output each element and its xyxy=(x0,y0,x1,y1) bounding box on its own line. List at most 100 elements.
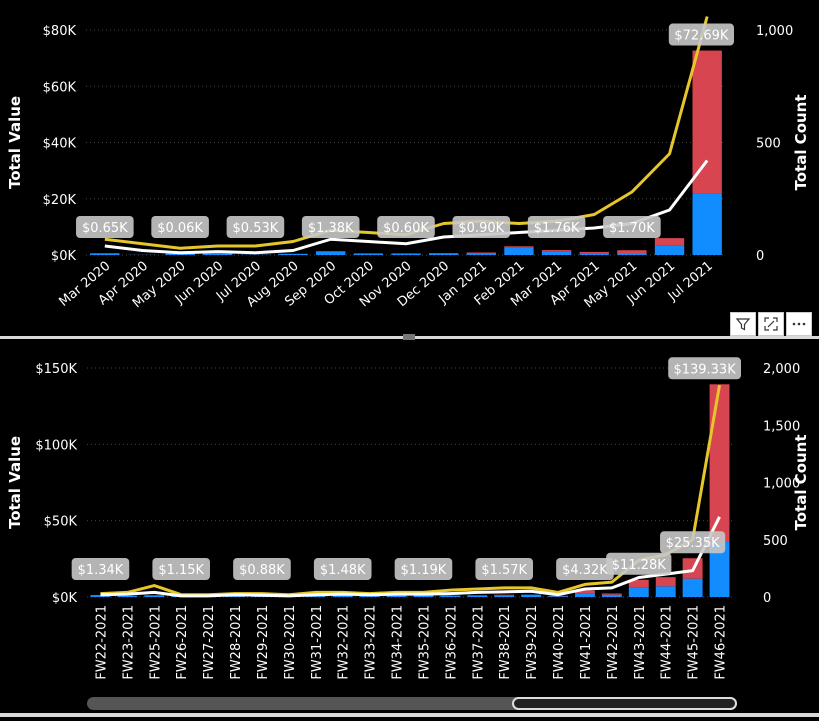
data-label: $0.06K xyxy=(157,221,203,236)
y2-tick-label: 2,000 xyxy=(763,362,800,377)
bar-segment-blue xyxy=(440,596,460,597)
x-tick-label: FW39-2021 xyxy=(525,605,540,680)
x-tick-label: FW33-2021 xyxy=(364,605,379,680)
x-tick-label: FW28-2021 xyxy=(229,605,244,680)
data-label: $4.32K xyxy=(562,563,608,578)
bar-segment-blue xyxy=(387,596,407,597)
y2-tick-label: 1,000 xyxy=(756,24,793,39)
bar-segment-blue xyxy=(278,254,307,255)
focus-mode-icon[interactable] xyxy=(758,312,784,336)
bar-segment-blue xyxy=(429,254,458,255)
data-label: $1.76K xyxy=(534,221,580,236)
bar-segment-red xyxy=(655,238,684,245)
x-tick-label: FW41-2021 xyxy=(579,605,594,680)
data-label: $0.53K xyxy=(233,221,279,236)
x-tick-label: FW46-2021 xyxy=(714,605,729,680)
bar-segment-blue xyxy=(580,253,609,255)
bar-segment-red xyxy=(542,250,571,251)
y-axis-title: Total Value xyxy=(6,436,24,529)
x-tick-label: FW30-2021 xyxy=(283,605,298,680)
bar-segment-blue xyxy=(504,247,533,255)
data-label: $0.65K xyxy=(82,221,128,236)
count-line-white xyxy=(105,161,707,253)
x-tick-label: FW22-2021 xyxy=(94,605,109,680)
bar-segment-blue xyxy=(117,596,137,597)
x-tick-label: FW38-2021 xyxy=(498,605,513,680)
x-tick-label: FW32-2021 xyxy=(337,605,352,680)
data-label: $1.34K xyxy=(78,563,124,578)
bar-segment-blue xyxy=(655,245,684,255)
y-tick-label: $50K xyxy=(44,515,78,530)
data-label: $1.38K xyxy=(308,221,354,236)
data-label: $1.19K xyxy=(401,563,447,578)
bar-segment-blue xyxy=(542,251,571,255)
y2-axis-title: Total Count xyxy=(792,94,810,190)
data-label: $1.57K xyxy=(481,563,527,578)
bar-segment-blue xyxy=(656,586,676,597)
x-tick-label: FW36-2021 xyxy=(444,605,459,680)
bar-segment-blue xyxy=(575,593,595,597)
bottom-border xyxy=(0,713,819,717)
y2-axis-title: Total Count xyxy=(792,434,810,530)
x-tick-label: FW37-2021 xyxy=(471,605,486,680)
bar-segment-red xyxy=(316,251,345,252)
data-label: $1.70K xyxy=(609,221,655,236)
data-label: $25.35K xyxy=(666,536,720,551)
x-tick-label: FW43-2021 xyxy=(633,605,648,680)
x-tick-label: FW45-2021 xyxy=(687,605,702,680)
bar-segment-blue xyxy=(90,253,119,255)
bar-segment-red xyxy=(391,253,420,254)
horizontal-scrollbar-thumb[interactable] xyxy=(512,697,737,710)
y2-tick-label: 500 xyxy=(756,137,781,152)
y-axis-title: Total Value xyxy=(6,96,24,189)
more-options-icon[interactable] xyxy=(786,312,812,336)
bar-segment-red xyxy=(429,253,458,254)
weekly-combo-chart: $0K$50K$100K$150K05001,0001,5002,000Tota… xyxy=(0,338,819,717)
x-tick-label: FW27-2021 xyxy=(202,605,217,680)
y-tick-label: $80K xyxy=(43,24,77,39)
bar-segment-blue xyxy=(629,588,649,597)
x-tick-label: FW25-2021 xyxy=(148,605,163,680)
data-label: $72.69K xyxy=(674,29,728,44)
filter-icon[interactable] xyxy=(730,312,756,336)
data-label: $0.60K xyxy=(383,221,429,236)
x-tick-label: FW34-2021 xyxy=(391,605,406,680)
bar-segment-red xyxy=(467,252,496,253)
x-tick-label: FW31-2021 xyxy=(310,605,325,680)
y-tick-label: $40K xyxy=(43,137,77,152)
bar-segment-blue xyxy=(602,595,622,597)
y2-tick-label: 0 xyxy=(756,249,764,264)
y-tick-label: $100K xyxy=(35,438,77,453)
bar-segment-blue xyxy=(548,596,568,597)
bar-segment-blue xyxy=(316,252,345,255)
y-tick-label: $60K xyxy=(43,80,77,95)
bar-segment-blue xyxy=(354,254,383,255)
bar-segment-red xyxy=(617,250,646,253)
y2-tick-label: 500 xyxy=(763,534,788,549)
y-tick-label: $150K xyxy=(35,362,77,377)
data-label: $139.33K xyxy=(673,362,736,377)
y2-tick-label: 0 xyxy=(763,591,771,606)
bar-segment-blue xyxy=(617,253,646,255)
bar-segment-blue xyxy=(144,595,164,597)
bar-segment-blue xyxy=(467,253,496,255)
data-label: $1.48K xyxy=(320,563,366,578)
bar-segment-red xyxy=(656,577,676,586)
y-tick-label: $20K xyxy=(43,193,77,208)
bar-segment-red xyxy=(580,252,609,253)
x-tick-label: FW44-2021 xyxy=(660,605,675,680)
x-tick-label: FW23-2021 xyxy=(121,605,136,680)
bar-segment-blue xyxy=(692,193,721,255)
bar-segment-blue xyxy=(391,254,420,255)
bar-segment-blue xyxy=(521,595,541,597)
data-label: $0.90K xyxy=(458,221,504,236)
x-tick-label: FW26-2021 xyxy=(175,605,190,680)
data-label: $11.28K xyxy=(612,558,666,573)
data-label: $1.15K xyxy=(158,563,204,578)
y2-tick-label: 1,500 xyxy=(763,419,800,434)
data-label: $0.88K xyxy=(239,563,285,578)
x-tick-label: FW42-2021 xyxy=(606,605,621,680)
